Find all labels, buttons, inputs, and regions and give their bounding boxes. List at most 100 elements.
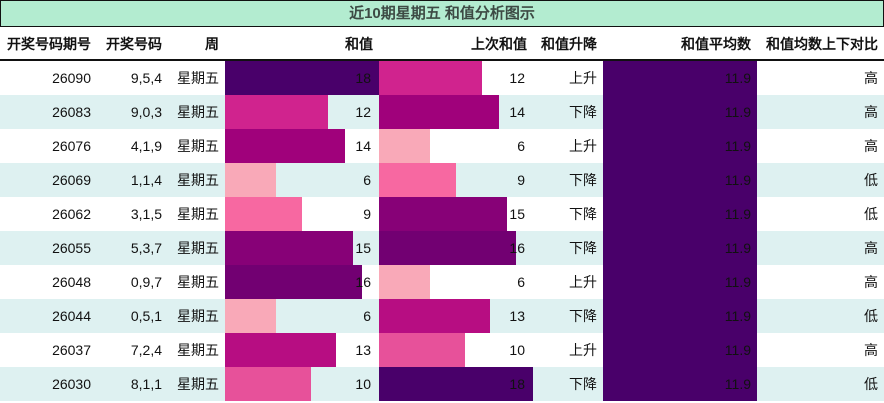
issue-cell: 26030 xyxy=(52,376,91,392)
sum-bar xyxy=(225,197,302,231)
prev-sum-bar xyxy=(379,299,490,333)
table-title: 近10期星期五 和值分析图示 xyxy=(0,0,884,27)
avg-bar xyxy=(603,299,757,333)
trend-cell: 下降 xyxy=(569,206,597,222)
prev-sum-value: 10 xyxy=(509,342,525,358)
compare-cell: 高 xyxy=(864,274,878,290)
header-prev-sum: 上次和值 xyxy=(471,36,527,52)
issue-cell: 26083 xyxy=(52,104,91,120)
numbers-cell: 9,0,3 xyxy=(130,104,162,120)
compare-cell: 低 xyxy=(864,376,878,392)
sum-bar xyxy=(225,333,336,367)
trend-cell: 上升 xyxy=(569,274,597,290)
weekday-cell: 星期五 xyxy=(177,172,219,188)
prev-sum-value: 6 xyxy=(517,274,525,290)
sum-bar xyxy=(225,231,353,265)
weekday-cell: 星期五 xyxy=(177,70,219,86)
issue-cell: 26048 xyxy=(52,274,91,290)
compare-cell: 低 xyxy=(864,206,878,222)
prev-sum-value: 6 xyxy=(517,138,525,154)
numbers-cell: 4,1,9 xyxy=(130,138,162,154)
numbers-cell: 9,5,4 xyxy=(130,70,162,86)
weekday-cell: 星期五 xyxy=(177,240,219,256)
trend-cell: 上升 xyxy=(569,138,597,154)
header-compare: 和值均数上下对比 xyxy=(766,36,878,52)
trend-cell: 下降 xyxy=(569,172,597,188)
table-row: 26090 9,5,4 星期五 18 12 上升 11.9 高 xyxy=(0,61,884,95)
sum-bar xyxy=(225,367,311,401)
sum-value: 6 xyxy=(363,308,371,324)
prev-sum-value: 13 xyxy=(509,308,525,324)
avg-bar xyxy=(603,197,757,231)
avg-value: 11.9 xyxy=(724,206,751,222)
avg-bar xyxy=(603,95,757,129)
prev-sum-bar xyxy=(379,367,533,401)
avg-bar xyxy=(603,333,757,367)
issue-cell: 26044 xyxy=(52,308,91,324)
compare-cell: 高 xyxy=(864,70,878,86)
avg-value: 11.9 xyxy=(724,342,751,358)
avg-bar xyxy=(603,61,757,95)
sum-bar xyxy=(225,163,276,197)
avg-value: 11.9 xyxy=(724,70,751,86)
trend-cell: 下降 xyxy=(569,240,597,256)
prev-sum-value: 15 xyxy=(509,206,525,222)
header-issue: 开奖号码期号 xyxy=(7,36,91,52)
sum-value: 14 xyxy=(355,138,371,154)
avg-bar xyxy=(603,265,757,299)
sum-value: 16 xyxy=(355,274,371,290)
issue-cell: 26090 xyxy=(52,70,91,86)
numbers-cell: 1,1,4 xyxy=(130,172,162,188)
sum-bar xyxy=(225,299,276,333)
weekday-cell: 星期五 xyxy=(177,206,219,222)
trend-cell: 上升 xyxy=(569,70,597,86)
avg-value: 11.9 xyxy=(724,240,751,256)
prev-sum-value: 12 xyxy=(509,70,525,86)
table-row: 26055 5,3,7 星期五 15 16 下降 11.9 高 xyxy=(0,231,884,265)
weekday-cell: 星期五 xyxy=(177,376,219,392)
avg-bar xyxy=(603,367,757,401)
compare-cell: 高 xyxy=(864,240,878,256)
weekday-cell: 星期五 xyxy=(177,138,219,154)
prev-sum-bar xyxy=(379,231,516,265)
compare-cell: 低 xyxy=(864,172,878,188)
table-body: 26090 9,5,4 星期五 18 12 上升 11.9 高 26083 9,0,3 星期五 12 1… xyxy=(0,61,884,401)
avg-value: 11.9 xyxy=(724,274,751,290)
compare-cell: 高 xyxy=(864,342,878,358)
numbers-cell: 0,9,7 xyxy=(130,274,162,290)
header-numbers: 开奖号码 xyxy=(106,36,162,52)
compare-cell: 高 xyxy=(864,138,878,154)
table-row: 26048 0,9,7 星期五 16 6 上升 11.9 高 xyxy=(0,265,884,299)
trend-cell: 下降 xyxy=(569,308,597,324)
sum-value: 6 xyxy=(363,172,371,188)
header-avg: 和值平均数 xyxy=(681,36,751,52)
header-weekday: 周 xyxy=(205,36,219,52)
header-sum: 和值 xyxy=(345,36,373,52)
sum-bar xyxy=(225,95,328,129)
prev-sum-value: 9 xyxy=(517,172,525,188)
avg-value: 11.9 xyxy=(724,308,751,324)
avg-bar xyxy=(603,129,757,163)
sum-value: 12 xyxy=(355,104,371,120)
sum-value: 18 xyxy=(355,70,371,86)
prev-sum-bar xyxy=(379,163,456,197)
compare-cell: 高 xyxy=(864,104,878,120)
weekday-cell: 星期五 xyxy=(177,274,219,290)
avg-bar xyxy=(603,163,757,197)
issue-cell: 26069 xyxy=(52,172,91,188)
header-row: 开奖号码期号 开奖号码 周 和值 上次和值 和值升降 和值平均数 和值均数上下对… xyxy=(0,27,884,61)
table-row: 26037 7,2,4 星期五 13 10 上升 11.9 高 xyxy=(0,333,884,367)
sum-bar xyxy=(225,61,379,95)
prev-sum-bar xyxy=(379,197,507,231)
trend-cell: 下降 xyxy=(569,104,597,120)
compare-cell: 低 xyxy=(864,308,878,324)
avg-value: 11.9 xyxy=(724,104,751,120)
avg-value: 11.9 xyxy=(724,172,751,188)
weekday-cell: 星期五 xyxy=(177,308,219,324)
sum-value: 15 xyxy=(355,240,371,256)
issue-cell: 26062 xyxy=(52,206,91,222)
numbers-cell: 0,5,1 xyxy=(130,308,162,324)
sum-bar xyxy=(225,129,345,163)
numbers-cell: 8,1,1 xyxy=(130,376,162,392)
